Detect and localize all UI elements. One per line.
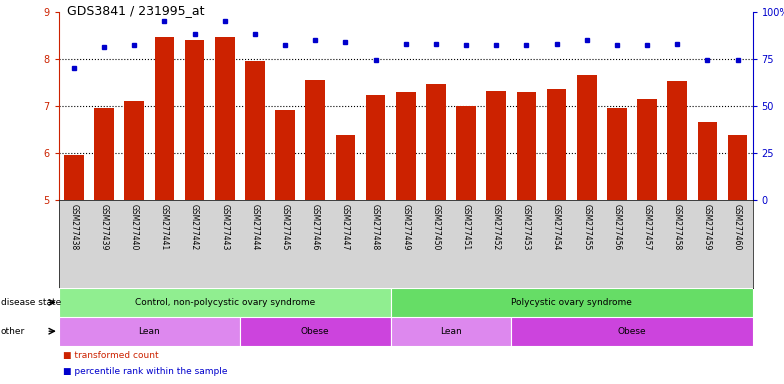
Text: GSM277457: GSM277457 <box>643 204 652 250</box>
Bar <box>396 93 416 200</box>
Bar <box>306 80 325 200</box>
Bar <box>59 288 390 317</box>
Text: GSM277440: GSM277440 <box>129 204 139 250</box>
Text: GSM277438: GSM277438 <box>69 204 78 250</box>
Text: ■ transformed count: ■ transformed count <box>63 351 158 361</box>
Text: GSM277448: GSM277448 <box>371 204 380 250</box>
Text: GSM277442: GSM277442 <box>190 204 199 250</box>
Bar <box>215 37 234 200</box>
Text: GSM277446: GSM277446 <box>310 204 320 250</box>
Bar <box>366 95 386 200</box>
Bar <box>59 317 240 346</box>
Bar <box>698 122 717 200</box>
Text: GSM277450: GSM277450 <box>431 204 441 250</box>
Bar <box>511 317 753 346</box>
Bar <box>154 37 174 200</box>
Bar <box>517 93 536 200</box>
Bar <box>64 155 84 200</box>
Text: Polycystic ovary syndrome: Polycystic ovary syndrome <box>511 298 632 307</box>
Text: disease state: disease state <box>1 298 61 307</box>
Text: GSM277445: GSM277445 <box>281 204 289 250</box>
Bar <box>577 75 597 200</box>
Text: GSM277456: GSM277456 <box>612 204 622 250</box>
Bar <box>94 108 114 200</box>
Text: Obese: Obese <box>301 327 329 336</box>
Text: Control, non-polycystic ovary syndrome: Control, non-polycystic ovary syndrome <box>135 298 315 307</box>
Text: GSM277444: GSM277444 <box>250 204 260 250</box>
Text: ■ percentile rank within the sample: ■ percentile rank within the sample <box>63 367 227 376</box>
Bar <box>456 106 476 200</box>
Text: Obese: Obese <box>618 327 646 336</box>
Bar <box>240 317 390 346</box>
Bar <box>637 99 657 200</box>
Text: GSM277454: GSM277454 <box>552 204 561 250</box>
Text: GSM277447: GSM277447 <box>341 204 350 250</box>
Bar <box>607 108 626 200</box>
Text: GSM277441: GSM277441 <box>160 204 169 250</box>
Text: GSM277451: GSM277451 <box>462 204 470 250</box>
Bar <box>245 61 265 200</box>
Bar <box>185 40 205 200</box>
Text: GSM277449: GSM277449 <box>401 204 410 250</box>
Text: GSM277459: GSM277459 <box>703 204 712 250</box>
Text: GSM277453: GSM277453 <box>522 204 531 250</box>
Bar <box>275 110 295 200</box>
Bar <box>336 135 355 200</box>
Bar <box>390 317 511 346</box>
Text: Lean: Lean <box>139 327 160 336</box>
Text: GSM277452: GSM277452 <box>492 204 501 250</box>
Text: GSM277458: GSM277458 <box>673 204 682 250</box>
Text: GSM277443: GSM277443 <box>220 204 229 250</box>
Bar <box>125 101 144 200</box>
Text: GSM277460: GSM277460 <box>733 204 742 250</box>
Bar <box>426 84 445 200</box>
Bar <box>486 91 506 200</box>
Bar <box>667 81 687 200</box>
Bar <box>546 89 566 200</box>
Bar <box>390 288 753 317</box>
Text: GSM277439: GSM277439 <box>100 204 108 250</box>
Text: GSM277455: GSM277455 <box>583 204 591 250</box>
Text: Lean: Lean <box>440 327 462 336</box>
Bar <box>728 135 747 200</box>
Text: GDS3841 / 231995_at: GDS3841 / 231995_at <box>67 4 204 17</box>
Text: other: other <box>1 327 25 336</box>
